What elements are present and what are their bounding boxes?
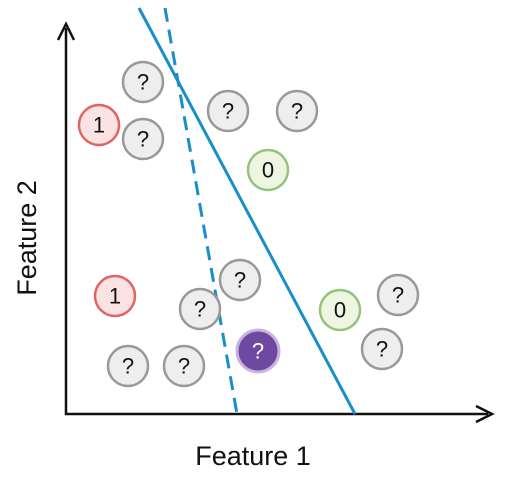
data-point: ?: [218, 258, 262, 302]
data-point: ?: [206, 89, 250, 133]
point-label: 1: [93, 113, 105, 138]
data-point: ?: [106, 344, 150, 388]
point-label: 0: [262, 158, 274, 183]
data-point: 0: [246, 148, 290, 192]
point-label: ?: [122, 354, 134, 379]
point-label: ?: [194, 297, 206, 322]
solid-boundary-line: [137, 7, 357, 415]
dashed-boundary-line: [163, 7, 239, 415]
data-point: ?: [162, 344, 206, 388]
decision-boundaries: [137, 7, 357, 415]
y-axis-arrowhead: [56, 21, 76, 41]
data-point: ?: [178, 287, 222, 331]
point-label: ?: [252, 339, 264, 364]
point-label: ?: [137, 127, 149, 152]
point-label: ?: [137, 70, 149, 95]
point-label: 1: [109, 284, 121, 309]
data-point: 0: [318, 288, 362, 332]
data-point: 1: [77, 103, 121, 147]
data-point: ?: [360, 327, 404, 371]
data-point: ?: [121, 60, 165, 104]
point-label: ?: [392, 283, 404, 308]
point-label: ?: [222, 99, 234, 124]
point-label: ?: [234, 268, 246, 293]
point-label: ?: [291, 99, 303, 124]
axes: [56, 21, 495, 424]
data-points: ? 1 ? ? ? 0 1 ? ? 0 ? ? ? ? ?: [77, 60, 420, 388]
query-point: ?: [235, 328, 281, 374]
y-axis-label: Feature 2: [12, 180, 42, 296]
data-point: ?: [376, 273, 420, 317]
data-point: 1: [93, 274, 137, 318]
point-label: ?: [376, 337, 388, 362]
data-point: ?: [121, 117, 165, 161]
x-axis-arrowhead: [475, 404, 495, 424]
data-point: ?: [275, 89, 319, 133]
point-label: ?: [178, 354, 190, 379]
point-label: 0: [334, 298, 346, 323]
x-axis-label: Feature 1: [195, 441, 311, 471]
